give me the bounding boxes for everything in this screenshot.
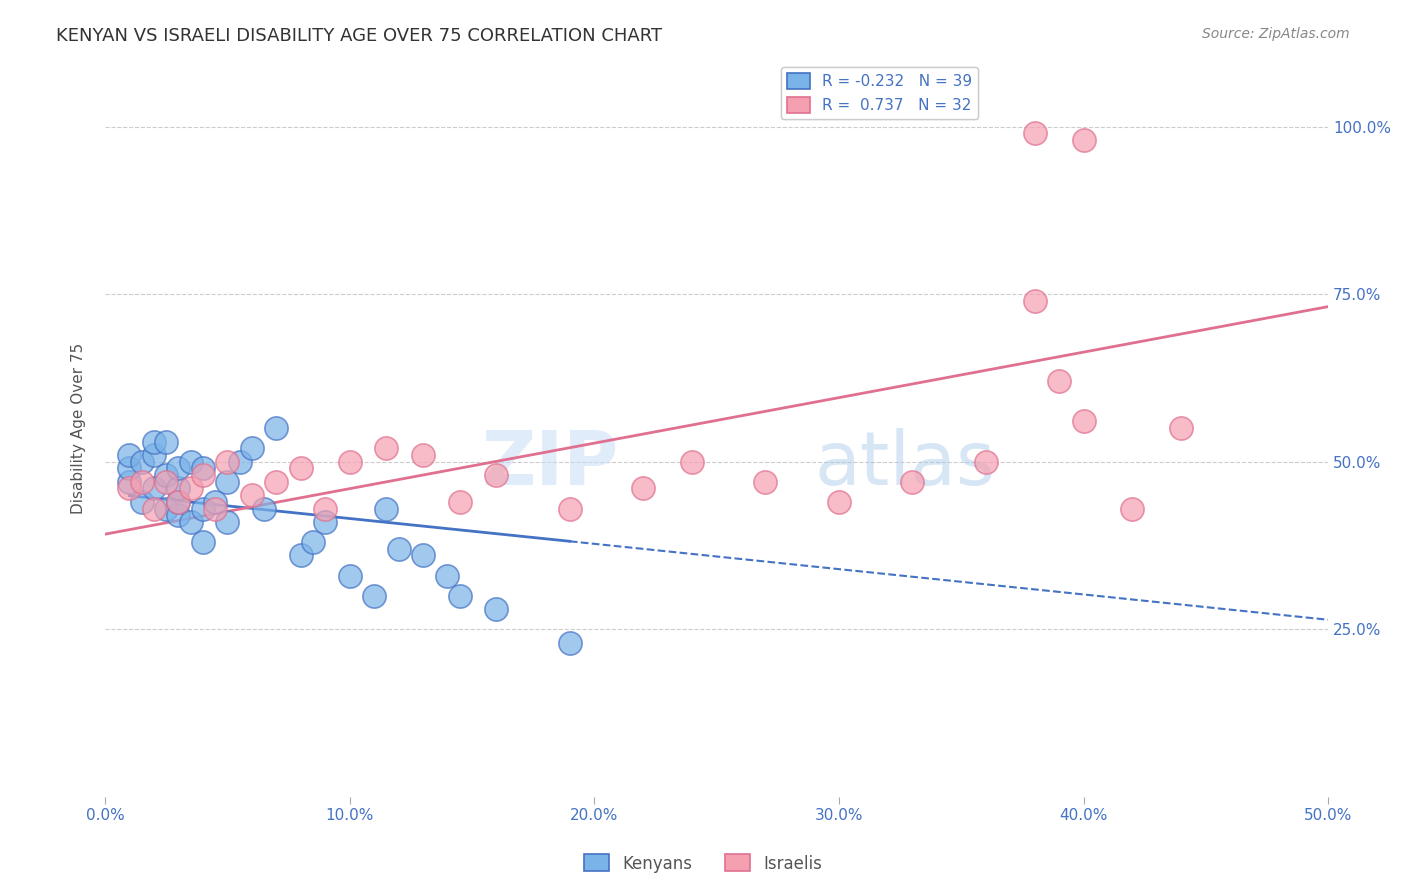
Point	[131, 495, 153, 509]
Point	[217, 455, 239, 469]
Point	[191, 501, 214, 516]
Point	[131, 475, 153, 489]
Point	[142, 434, 165, 449]
Point	[681, 455, 703, 469]
Point	[828, 495, 851, 509]
Point	[436, 568, 458, 582]
Point	[118, 482, 141, 496]
Point	[191, 461, 214, 475]
Point	[558, 501, 581, 516]
Point	[558, 635, 581, 649]
Legend: R = -0.232   N = 39, R =  0.737   N = 32: R = -0.232 N = 39, R = 0.737 N = 32	[780, 67, 979, 119]
Point	[240, 442, 263, 456]
Text: ZIP: ZIP	[481, 428, 619, 501]
Point	[631, 482, 654, 496]
Text: KENYAN VS ISRAELI DISABILITY AGE OVER 75 CORRELATION CHART: KENYAN VS ISRAELI DISABILITY AGE OVER 75…	[56, 27, 662, 45]
Text: Source: ZipAtlas.com: Source: ZipAtlas.com	[1202, 27, 1350, 41]
Point	[191, 535, 214, 549]
Point	[375, 501, 398, 516]
Point	[1047, 374, 1070, 388]
Point	[142, 482, 165, 496]
Point	[412, 448, 434, 462]
Point	[1170, 421, 1192, 435]
Point	[167, 508, 190, 523]
Point	[253, 501, 276, 516]
Point	[180, 482, 202, 496]
Point	[167, 495, 190, 509]
Point	[754, 475, 776, 489]
Point	[155, 434, 177, 449]
Text: atlas: atlas	[814, 428, 995, 501]
Point	[155, 468, 177, 483]
Point	[155, 475, 177, 489]
Point	[314, 515, 336, 529]
Point	[901, 475, 924, 489]
Point	[228, 455, 250, 469]
Point	[339, 568, 361, 582]
Point	[167, 495, 190, 509]
Point	[449, 589, 471, 603]
Y-axis label: Disability Age Over 75: Disability Age Over 75	[72, 343, 86, 514]
Point	[339, 455, 361, 469]
Point	[155, 501, 177, 516]
Point	[131, 455, 153, 469]
Point	[449, 495, 471, 509]
Point	[314, 501, 336, 516]
Point	[375, 442, 398, 456]
Point	[118, 448, 141, 462]
Point	[264, 475, 287, 489]
Point	[302, 535, 325, 549]
Point	[204, 495, 226, 509]
Point	[167, 461, 190, 475]
Point	[217, 475, 239, 489]
Point	[485, 602, 508, 616]
Point	[1024, 126, 1046, 140]
Point	[363, 589, 385, 603]
Point	[167, 482, 190, 496]
Point	[412, 549, 434, 563]
Point	[1121, 501, 1143, 516]
Point	[118, 475, 141, 489]
Point	[974, 455, 997, 469]
Point	[264, 421, 287, 435]
Point	[1024, 293, 1046, 308]
Point	[180, 515, 202, 529]
Point	[142, 448, 165, 462]
Point	[118, 461, 141, 475]
Point	[180, 455, 202, 469]
Point	[191, 468, 214, 483]
Point	[217, 515, 239, 529]
Point	[204, 501, 226, 516]
Point	[1073, 133, 1095, 147]
Point	[387, 541, 409, 556]
Point	[290, 549, 312, 563]
Legend: Kenyans, Israelis: Kenyans, Israelis	[576, 847, 830, 880]
Point	[142, 501, 165, 516]
Point	[1073, 414, 1095, 428]
Point	[485, 468, 508, 483]
Point	[290, 461, 312, 475]
Point	[240, 488, 263, 502]
